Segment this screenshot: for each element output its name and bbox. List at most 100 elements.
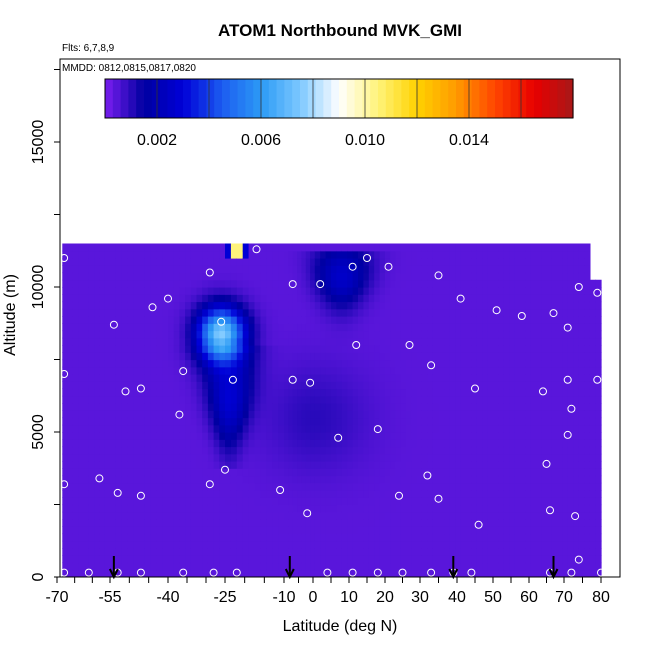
heatmap-cell bbox=[260, 475, 267, 484]
heatmap-cell bbox=[190, 453, 198, 462]
heatmap-cell bbox=[476, 526, 483, 535]
heatmap-cell bbox=[541, 511, 548, 520]
heatmap-cell bbox=[62, 453, 69, 462]
heatmap-cell bbox=[185, 548, 192, 556]
heatmap-cell bbox=[115, 497, 123, 506]
heatmap-cell bbox=[242, 388, 250, 397]
heatmap-cell bbox=[438, 345, 445, 353]
heatmap-cell bbox=[288, 316, 294, 324]
heatmap-cell bbox=[471, 446, 478, 455]
heatmap-cell bbox=[503, 461, 510, 469]
heatmap-cell bbox=[589, 374, 597, 382]
heatmap-cell bbox=[127, 388, 134, 397]
heatmap-cell bbox=[514, 504, 521, 513]
heatmap-cell bbox=[449, 519, 456, 527]
heatmap-cell bbox=[536, 250, 542, 259]
heatmap-cell bbox=[595, 388, 602, 397]
heatmap-cell bbox=[314, 352, 321, 361]
heatmap-cell bbox=[406, 316, 412, 324]
heatmap-cell bbox=[331, 533, 337, 542]
heatmap-cell bbox=[230, 453, 238, 462]
heatmap-cell bbox=[62, 272, 69, 281]
heatmap-cell bbox=[121, 330, 128, 339]
heatmap-cell bbox=[498, 410, 505, 419]
heatmap-cell bbox=[297, 439, 302, 448]
heatmap-cell bbox=[94, 417, 100, 426]
heatmap-cell bbox=[78, 279, 85, 288]
heatmap-cell bbox=[248, 337, 256, 346]
heatmap-cell bbox=[213, 352, 220, 361]
heatmap-cell bbox=[557, 330, 563, 339]
heatmap-cell bbox=[432, 330, 440, 339]
heatmap-cell bbox=[219, 410, 226, 419]
heatmap-cell bbox=[557, 323, 563, 332]
heatmap-cell bbox=[67, 301, 74, 310]
heatmap-cell bbox=[297, 569, 302, 577]
heatmap-cell bbox=[179, 490, 186, 498]
heatmap-cell bbox=[320, 352, 327, 361]
heatmap-cell bbox=[260, 294, 267, 303]
heatmap-cell bbox=[525, 345, 532, 353]
heatmap-cell bbox=[292, 272, 298, 281]
heatmap-cell bbox=[190, 265, 198, 274]
heatmap-cell bbox=[67, 381, 74, 390]
heatmap-cell bbox=[310, 548, 316, 556]
heatmap-cell bbox=[567, 439, 574, 448]
heatmap-cell bbox=[236, 258, 244, 266]
heatmap-cell bbox=[162, 258, 169, 266]
heatmap-cell bbox=[127, 374, 134, 382]
heatmap-cell bbox=[551, 330, 558, 339]
heatmap-cell bbox=[236, 468, 244, 477]
heatmap-cell bbox=[225, 432, 232, 440]
heatmap-cell bbox=[578, 511, 585, 520]
heatmap-cell bbox=[288, 359, 294, 368]
heatmap-cell bbox=[390, 497, 397, 506]
heatmap-cell bbox=[449, 265, 456, 274]
heatmap-cell bbox=[127, 555, 134, 564]
heatmap-cell bbox=[196, 388, 203, 397]
heatmap-cell bbox=[242, 265, 250, 274]
heatmap-cell bbox=[536, 519, 542, 527]
heatmap-cell bbox=[110, 294, 117, 303]
heatmap-cell bbox=[395, 403, 402, 411]
heatmap-cell bbox=[121, 250, 128, 259]
heatmap-cell bbox=[487, 548, 494, 556]
heatmap-cell bbox=[260, 453, 267, 462]
heatmap-cell bbox=[573, 519, 580, 527]
heatmap-cell bbox=[385, 272, 391, 281]
heatmap-cell bbox=[272, 403, 279, 411]
heatmap-cell bbox=[390, 316, 397, 324]
heatmap-cell bbox=[254, 432, 261, 440]
heatmap-cell bbox=[520, 432, 526, 440]
heatmap-cell bbox=[115, 337, 123, 346]
heatmap-cell bbox=[595, 468, 602, 477]
heatmap-cell bbox=[336, 323, 343, 332]
heatmap-cell bbox=[288, 272, 294, 281]
heatmap-cell bbox=[305, 526, 311, 535]
heatmap-cell bbox=[72, 569, 79, 577]
heatmap-cell bbox=[455, 308, 462, 317]
heatmap-cell bbox=[173, 497, 180, 506]
heatmap-cell bbox=[347, 482, 354, 491]
heatmap-cell bbox=[284, 337, 289, 346]
heatmap-cell bbox=[225, 504, 232, 513]
heatmap-cell bbox=[242, 497, 250, 506]
heatmap-cell bbox=[530, 453, 537, 462]
heatmap-cell bbox=[536, 279, 542, 288]
heatmap-cell bbox=[449, 258, 456, 266]
heatmap-cell bbox=[438, 504, 445, 513]
heatmap-cell bbox=[390, 250, 397, 259]
heatmap-cell bbox=[347, 250, 354, 259]
heatmap-cell bbox=[72, 294, 79, 303]
heatmap-cell bbox=[406, 323, 412, 332]
heatmap-cell bbox=[260, 243, 267, 252]
heatmap-cell bbox=[67, 526, 74, 535]
heatmap-cell bbox=[406, 410, 412, 419]
heatmap-cell bbox=[94, 548, 100, 556]
heatmap-cell bbox=[411, 468, 418, 477]
heatmap-cell bbox=[213, 475, 220, 484]
heatmap-cell bbox=[236, 511, 244, 520]
heatmap-cell bbox=[449, 366, 456, 375]
heatmap-cell bbox=[121, 366, 128, 375]
heatmap-cell bbox=[551, 250, 558, 259]
